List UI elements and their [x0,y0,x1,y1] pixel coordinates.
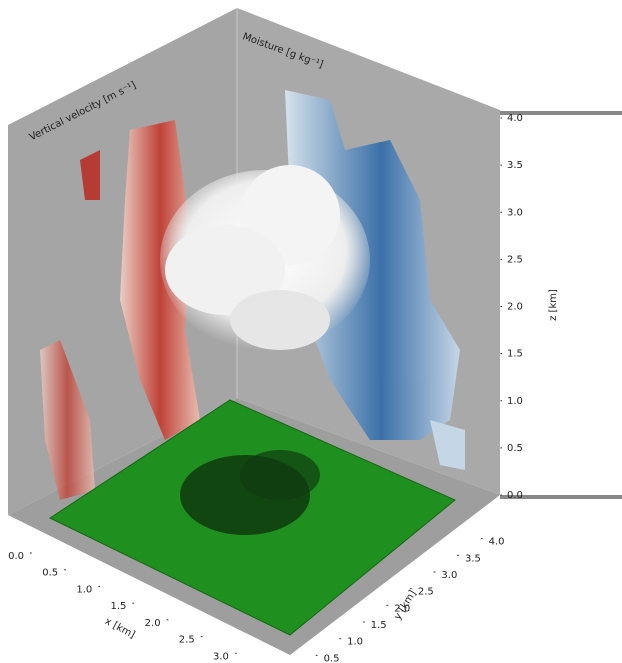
tick-label: 2.5 [507,254,523,265]
tick-label: 0.5 [324,653,340,663]
tick-label: 1.5 [371,620,387,631]
tick-label: 1.0 [507,396,523,407]
tick-label: 1.5 [507,349,523,360]
tick-label: 1.0 [76,584,92,595]
tick-label: 3.5 [465,553,481,564]
tick-label: 2.5 [418,587,434,598]
tick-label: 0.5 [507,443,523,454]
tick-label: 4.0 [489,537,505,548]
tick-label: 0.0 [507,490,523,501]
tick-label: 1.0 [347,637,363,648]
tick-label: 2.0 [507,302,523,313]
tick-label: 0.0 [8,551,24,562]
tick-label: 3.0 [507,207,523,218]
figure: Vertical velocity [m s⁻¹] Moisture [g kg… [0,0,622,663]
tick-label: 2.0 [394,603,410,614]
tick-label: 0.5 [42,568,58,579]
tick-label: 2.0 [145,618,161,629]
tick-label: 2.5 [179,635,195,646]
tick-label: 3.0 [213,651,229,662]
tick-label: 1.5 [111,601,127,612]
tick-label: 3.5 [507,160,523,171]
z-axis-label: z [km] [548,289,559,321]
tick-label: 3.0 [441,570,457,581]
tick-label: 4.0 [507,113,523,124]
x-axis-label: x [km] [103,616,137,641]
